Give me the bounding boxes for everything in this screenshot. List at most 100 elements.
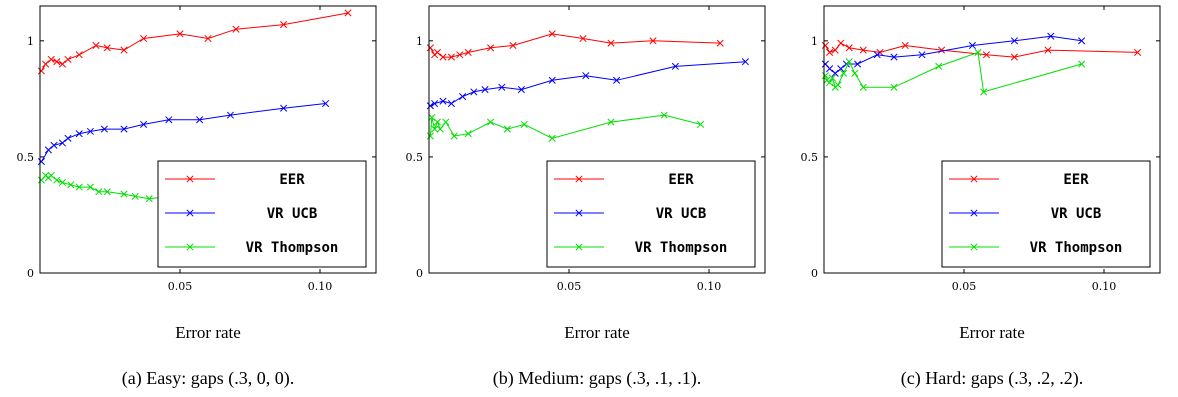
legend: EER VR UCB VR Thompson	[941, 160, 1151, 268]
legend-marker	[970, 243, 978, 251]
data-point	[322, 99, 330, 108]
chart-panel-c: 0 0.5 1 0.05 0.10 EER VR UCB VR Thompson Error …	[785, 0, 1178, 397]
data-point	[450, 132, 458, 140]
data-point	[447, 53, 455, 61]
data-point	[831, 69, 839, 77]
data-point	[859, 46, 867, 54]
legend-label: EER	[668, 172, 694, 188]
data-point	[58, 60, 66, 68]
series-vr-ucb	[821, 32, 1086, 77]
legend-marker	[186, 243, 194, 251]
legend-item: EER	[554, 172, 694, 188]
data-point	[95, 188, 103, 196]
legend-item: VR UCB	[949, 206, 1101, 222]
data-point	[145, 195, 153, 203]
series-line	[40, 103, 326, 162]
data-point	[831, 46, 839, 54]
data-point	[854, 60, 862, 68]
data-point	[426, 132, 434, 140]
data-point	[821, 41, 829, 50]
data-point	[86, 127, 94, 135]
data-point	[50, 141, 58, 149]
series-line	[824, 42, 1138, 58]
series-line	[825, 35, 1082, 74]
legend-item: VR Thompson	[554, 240, 727, 256]
series-eer	[426, 30, 724, 61]
chart-b: 0 0.5 1 0.05 0.10 EER VR UCB VR Thompson	[406, 5, 766, 293]
data-point	[517, 86, 525, 94]
data-point	[716, 39, 724, 47]
data-point	[439, 53, 447, 61]
data-point	[196, 116, 204, 124]
data-point	[100, 125, 108, 133]
chart-panel-a: 0 0.5 1 0.05 0.10 EER VR UCB VR Thompson Error …	[0, 0, 392, 397]
data-point	[520, 120, 528, 128]
data-point	[845, 44, 853, 52]
data-point	[140, 120, 148, 128]
data-point	[1078, 60, 1086, 68]
data-point	[873, 51, 881, 59]
legend: EER VR UCB VR Thompson	[546, 160, 756, 268]
x-tick-label: 0.10	[697, 280, 722, 293]
data-point	[120, 190, 128, 198]
data-point	[431, 125, 439, 133]
data-point	[75, 51, 83, 59]
data-point	[53, 176, 61, 184]
legend-label: VR Thompson	[635, 240, 728, 256]
data-point	[1010, 53, 1018, 61]
data-point	[431, 99, 439, 108]
data-point	[826, 79, 834, 87]
legend-label: VR UCB	[1051, 206, 1102, 222]
legend-item: EER	[165, 172, 305, 188]
data-point	[131, 192, 139, 200]
data-point	[140, 34, 148, 43]
caption-math: (.3, 0, 0).	[228, 368, 295, 388]
series-eer	[37, 9, 352, 75]
data-point	[64, 55, 72, 63]
data-point	[75, 183, 83, 191]
series-line	[40, 12, 349, 72]
data-point	[671, 62, 679, 70]
data-point	[968, 41, 976, 50]
data-point	[58, 139, 66, 147]
data-point	[1134, 48, 1142, 56]
data-point	[649, 37, 657, 45]
y-tick-label: 0	[811, 267, 818, 280]
data-point	[232, 25, 240, 33]
chart-c: 0 0.5 1 0.05 0.10 EER VR UCB VR Thompson	[801, 5, 1161, 293]
data-point	[859, 83, 867, 91]
data-point	[980, 88, 988, 96]
caption-math: (.3, .1, .1).	[626, 368, 702, 388]
chart-panel-b: 0 0.5 1 0.05 0.10 EER VR UCB VR Thompson Error …	[392, 0, 785, 397]
data-point	[103, 188, 111, 196]
data-point	[503, 125, 511, 133]
series-vr-ucb	[37, 99, 330, 166]
data-point	[890, 53, 898, 61]
data-point	[47, 55, 55, 63]
data-point	[37, 67, 45, 75]
data-point	[840, 69, 848, 77]
data-point	[92, 41, 100, 50]
data-point	[428, 113, 436, 121]
data-point	[826, 48, 834, 56]
series-vr-thompson	[821, 48, 1086, 96]
caption-text: (a) Easy: gaps	[121, 368, 224, 388]
x-tick-label: 0.05	[168, 280, 193, 293]
y-tick-label: 1	[811, 35, 818, 48]
data-point	[1010, 37, 1018, 45]
legend-label: VR UCB	[267, 206, 318, 222]
series-line	[429, 114, 701, 139]
data-point	[837, 65, 845, 73]
series-vr-thompson	[426, 111, 705, 142]
x-tick-label: 0.10	[1092, 280, 1117, 293]
data-point	[42, 60, 50, 68]
data-point	[974, 48, 982, 56]
data-point	[834, 81, 842, 89]
data-point	[826, 65, 834, 73]
y-tick-label: 1	[416, 35, 423, 48]
series-eer	[821, 39, 1142, 61]
data-point	[918, 51, 926, 59]
legend-marker	[970, 175, 978, 183]
data-point	[439, 97, 447, 105]
data-point	[64, 134, 72, 142]
